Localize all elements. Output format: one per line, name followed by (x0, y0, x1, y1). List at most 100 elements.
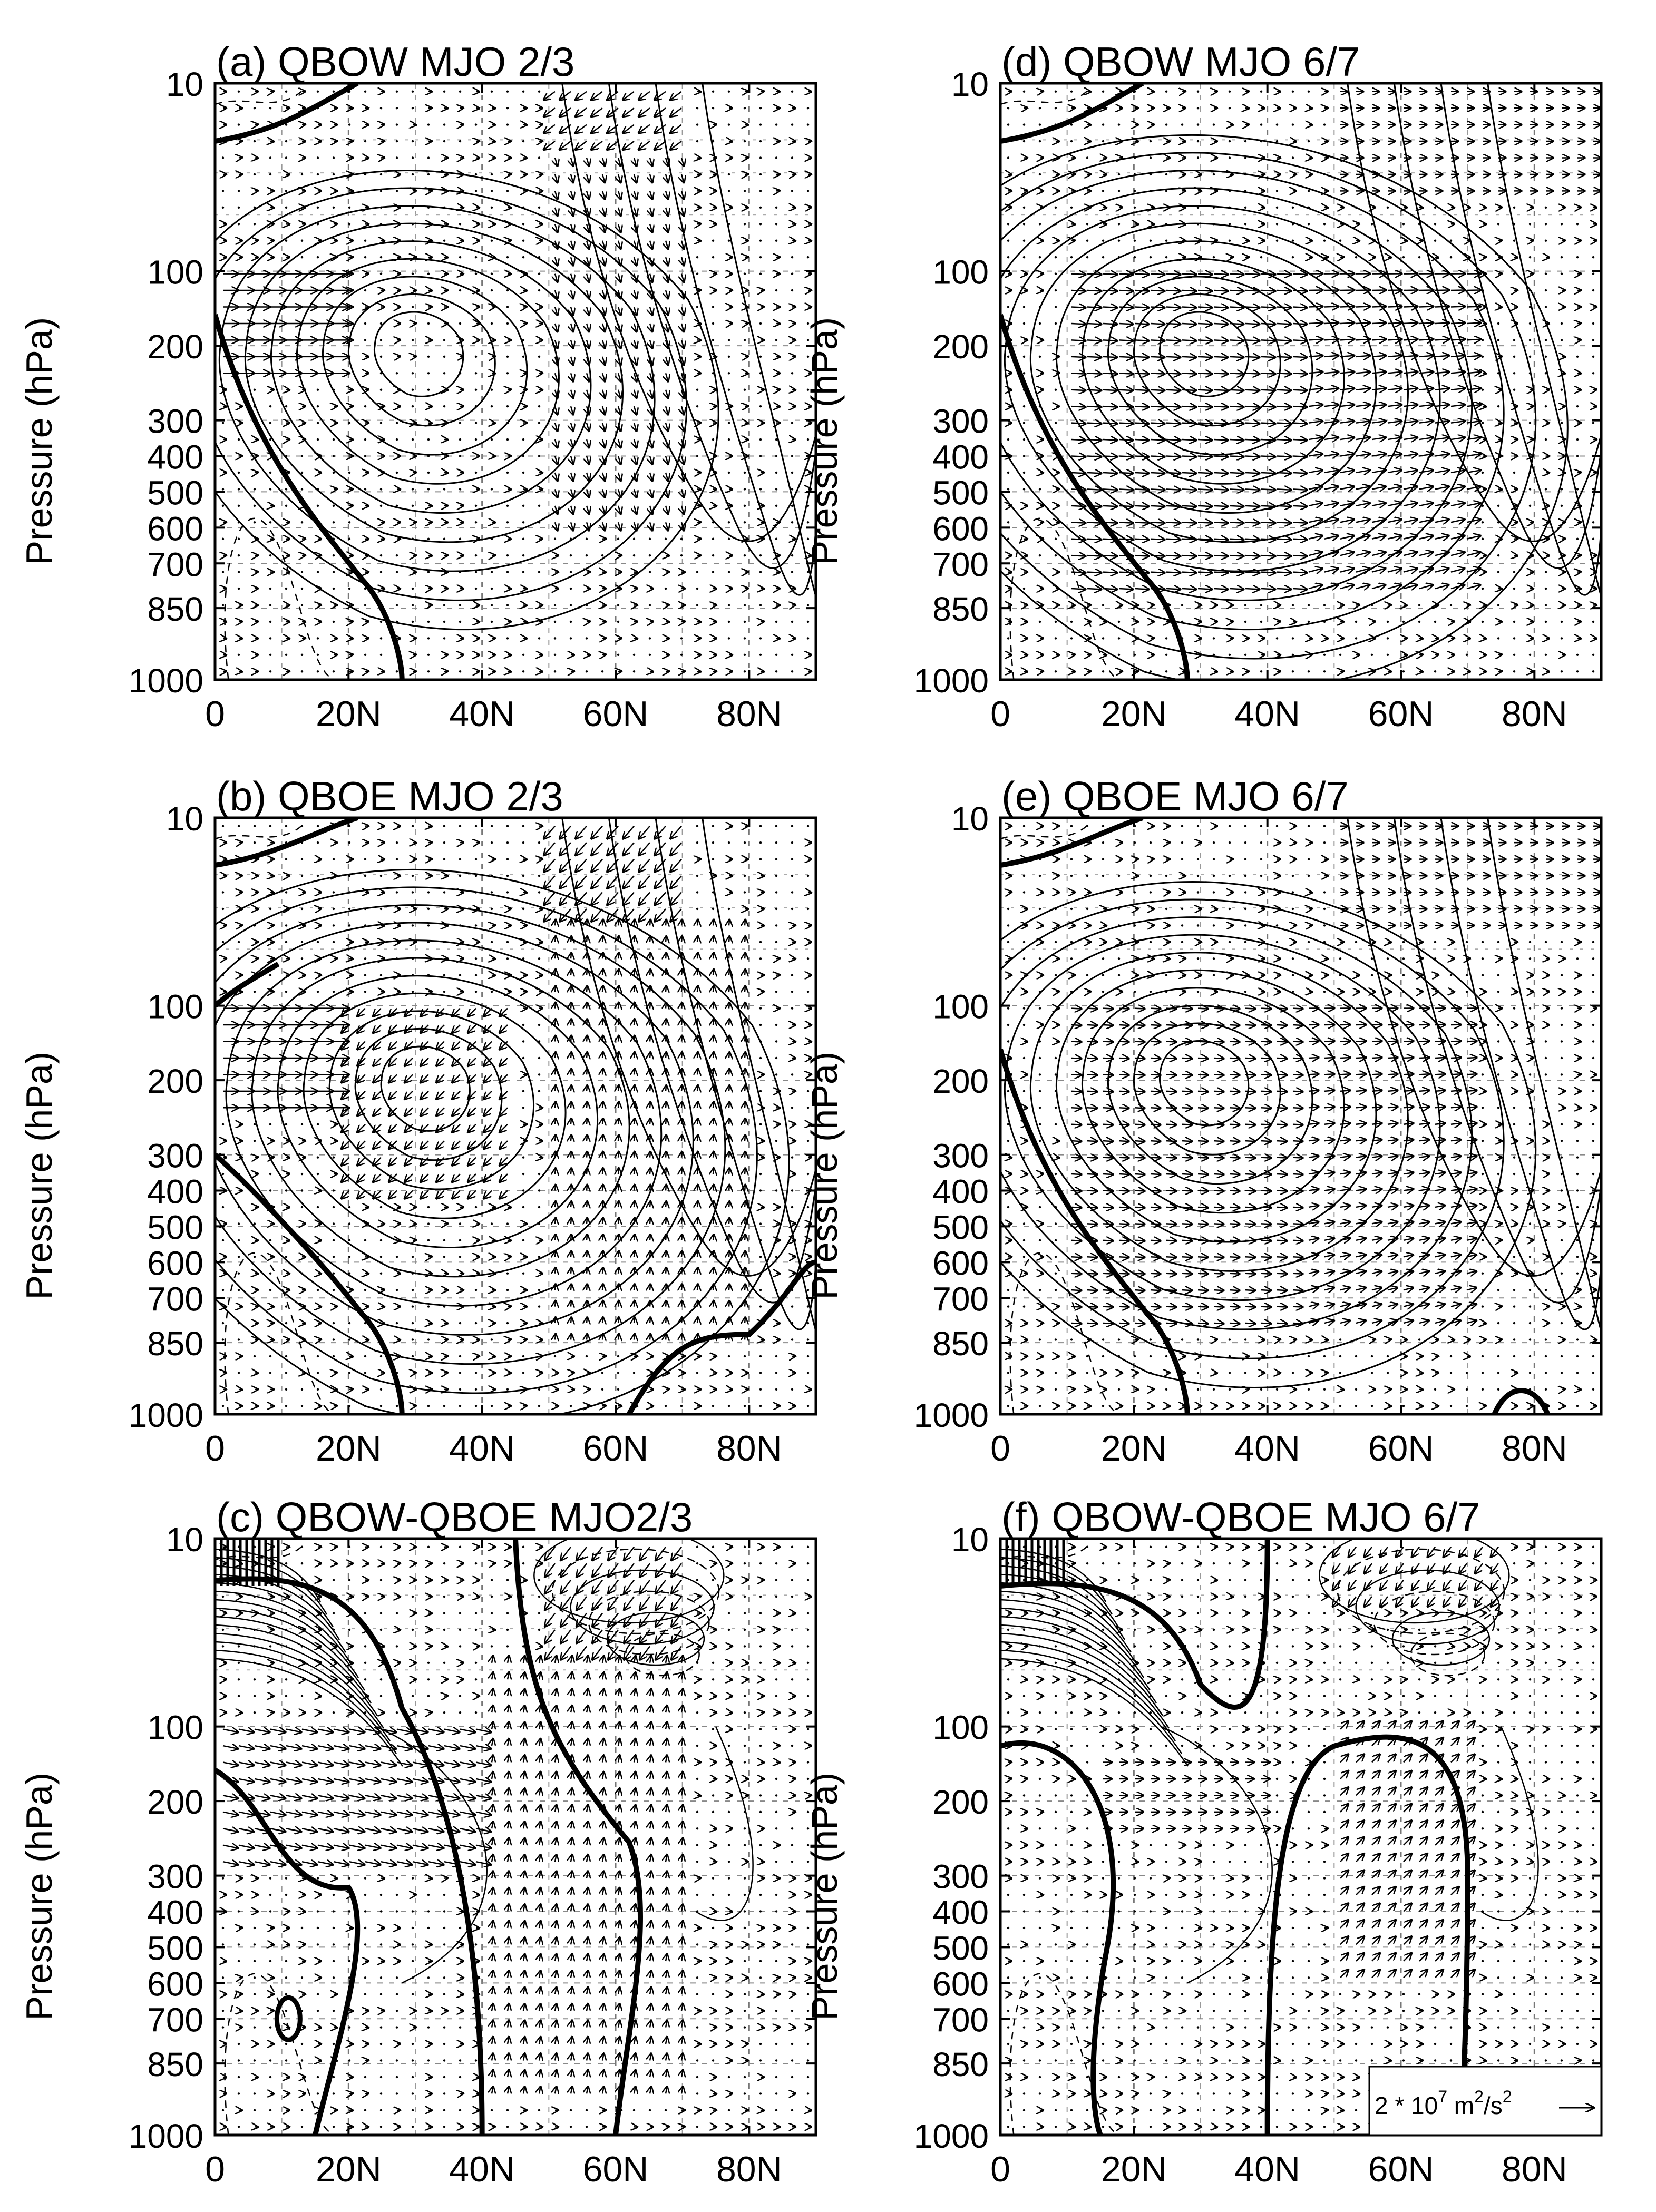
vector-arrow (1403, 1304, 1413, 1307)
vector-arrow (602, 1268, 603, 1273)
vector-arrow (523, 1689, 525, 1696)
vector-arrow (1308, 1090, 1318, 1091)
vector-arrow (555, 2070, 557, 2077)
vector-field (1007, 825, 1600, 1407)
vector-arrow (623, 825, 635, 838)
vector-arrow (555, 1152, 556, 1157)
vector-arrow (713, 1185, 714, 1190)
vector-arrow (1182, 274, 1196, 275)
vector-arrow (1213, 373, 1228, 374)
vector-arrow (1371, 388, 1386, 390)
vector-arrow (1182, 373, 1196, 374)
vector-arrow (602, 1152, 603, 1157)
vector-arrow (602, 1218, 603, 1224)
vector-arrow (1356, 552, 1369, 555)
vector-arrow (545, 1563, 556, 1577)
vector-arrow (302, 1323, 305, 1324)
plot-frame (999, 82, 1603, 681)
vector-arrow (255, 1306, 258, 1307)
vector-arrow (681, 1085, 682, 1091)
vector-arrow (555, 522, 557, 530)
vector-arrow (671, 1579, 682, 1593)
vector-arrow (452, 1074, 461, 1082)
vector-arrow (1498, 1306, 1502, 1307)
vector-arrow (523, 2021, 525, 2028)
contour-line (1000, 187, 1473, 601)
vector-arrow (618, 1905, 620, 1912)
vector-arrow (670, 91, 682, 100)
vector-arrow (591, 908, 603, 921)
vector-arrow (681, 1268, 682, 1273)
vector-arrow (1071, 605, 1075, 606)
contour-line (215, 823, 305, 840)
vector-arrow (357, 1123, 366, 1132)
vector-arrow (634, 191, 636, 199)
vector-arrow (484, 1123, 492, 1132)
vector-arrow (607, 825, 619, 838)
vector-arrow (1371, 536, 1385, 539)
vector-arrow (1229, 456, 1243, 457)
vector-arrow (587, 1805, 588, 1812)
vector-arrow (270, 1763, 285, 1766)
vector-arrow (365, 1779, 380, 1782)
vector-arrow (357, 1157, 366, 1166)
vector-arrow (587, 2037, 588, 2044)
vector-arrow (1277, 1074, 1287, 1075)
vector-arrow (634, 1334, 635, 1339)
vector-arrow (634, 1722, 636, 1729)
y-tick-label: 200 (932, 328, 989, 366)
vector-arrow (666, 456, 668, 464)
vector-arrow (656, 1596, 666, 1610)
vector-arrow (713, 1169, 714, 1174)
vector-arrow (1324, 388, 1338, 390)
vector-arrow (1419, 1238, 1429, 1240)
vector-arrow (602, 1822, 604, 1829)
vector-arrow (561, 1563, 571, 1577)
vector-arrow (333, 1729, 348, 1733)
vector-arrow (1450, 1222, 1460, 1224)
vector-arrow (571, 290, 573, 298)
x-tick-label: 40N (449, 694, 515, 734)
vector-arrow (576, 858, 587, 872)
vector-arrow (1387, 1107, 1397, 1108)
vector-arrow (413, 257, 416, 258)
vector-arrow (618, 1756, 620, 1763)
vector-arrow (1229, 522, 1243, 523)
contour-line (1158, 1040, 1250, 1127)
vector-arrow (555, 439, 557, 447)
vector-arrow (301, 1862, 317, 1865)
vector-arrow (523, 1673, 525, 1680)
vector-arrow (1182, 290, 1196, 291)
vector-arrow (1071, 1323, 1081, 1324)
vector-arrow (1087, 572, 1101, 573)
vector-arrow (650, 1689, 651, 1696)
vector-arrow (587, 1689, 588, 1696)
vector-arrow (476, 605, 479, 606)
vector-arrow (1450, 1041, 1460, 1042)
vector-arrow (587, 439, 589, 447)
vector-arrow (1514, 555, 1517, 556)
vector-arrow (544, 842, 556, 855)
vector-arrow (1118, 406, 1133, 407)
vector-arrow (1071, 1124, 1081, 1125)
vector-arrow (602, 2021, 604, 2028)
vector-arrow (602, 158, 605, 166)
vector-arrow (539, 1988, 541, 1994)
vector-arrow (623, 91, 635, 100)
vector-arrow (1261, 423, 1275, 424)
vector-arrow (421, 1074, 429, 1082)
vector-arrow (1197, 555, 1212, 556)
vector-arrow (1419, 356, 1433, 357)
vector-arrow (539, 2037, 541, 2044)
vector-arrow (421, 1041, 429, 1050)
vector-arrow (1182, 489, 1196, 490)
vector-arrow (405, 1074, 413, 1082)
vector-arrow (618, 1218, 619, 1224)
vector-arrow (591, 141, 603, 150)
y-tick-label: 300 (147, 1137, 203, 1175)
vector-arrow (508, 1938, 509, 1945)
vector-arrow (1118, 1323, 1128, 1324)
vector-arrow (608, 1579, 619, 1593)
vector-arrow (349, 1828, 364, 1832)
